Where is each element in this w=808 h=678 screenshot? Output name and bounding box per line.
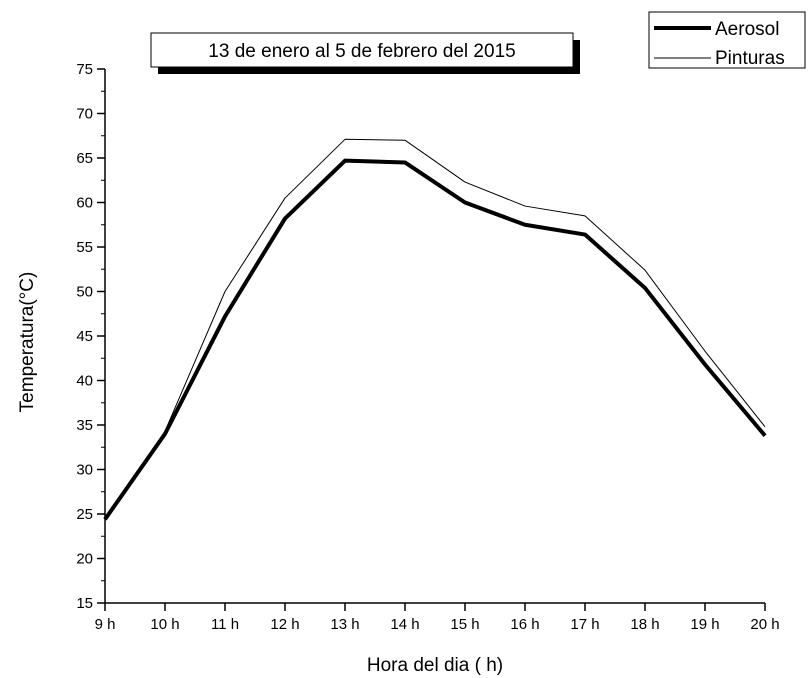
y-tick-label: 30 xyxy=(76,462,93,479)
plot-area xyxy=(103,138,767,521)
series-line-aerosol xyxy=(103,158,767,521)
x-tick-label: 15 h xyxy=(450,616,479,633)
y-tick-label: 40 xyxy=(76,373,93,390)
y-tick-label: 70 xyxy=(76,106,93,123)
x-tick-label: 12 h xyxy=(270,616,299,633)
chart-title: 13 de enero al 5 de febrero del 2015 xyxy=(208,41,515,62)
x-axis-ticks: 9 h 10 h 11 h 12 h 13 h 14 h 15 h 16 h 17 h 18 h 1… xyxy=(95,603,780,633)
y-axis-ticks: 15 20 25 30 35 40 45 50 55 60 65 70 75 xyxy=(76,61,105,612)
y-axis-title: Temperatura(°C) xyxy=(17,272,38,413)
legend-label-aerosol: Aerosol xyxy=(715,19,779,40)
legend: Aerosol Pinturas xyxy=(648,11,806,69)
x-tick-label: 10 h xyxy=(150,616,179,633)
x-tick-label: 16 h xyxy=(510,616,539,633)
y-tick-label: 50 xyxy=(76,284,93,301)
x-tick-label: 19 h xyxy=(690,616,719,633)
y-tick-label: 15 xyxy=(76,595,93,612)
y-tick-label: 60 xyxy=(76,195,93,212)
x-tick-label: 11 h xyxy=(211,616,239,633)
y-tick-label: 25 xyxy=(76,506,93,523)
y-tick-label: 55 xyxy=(76,239,93,256)
x-tick-label: 13 h xyxy=(330,616,359,633)
x-tick-label: 17 h xyxy=(570,616,599,633)
x-axis-title: Hora del dia ( h) xyxy=(367,655,503,676)
axes xyxy=(104,69,765,604)
x-tick-label: 18 h xyxy=(630,616,659,633)
legend-label-pinturas: Pinturas xyxy=(715,48,785,69)
y-tick-label: 75 xyxy=(76,61,93,78)
y-tick-label: 65 xyxy=(76,150,93,167)
chart-title-box: 13 de enero al 5 de febrero del 2015 xyxy=(150,32,580,74)
y-tick-label: 45 xyxy=(76,328,93,345)
x-tick-label: 20 h xyxy=(750,616,779,633)
x-tick-label: 14 h xyxy=(390,616,419,633)
x-tick-label: 9 h xyxy=(95,616,116,633)
series-line-pinturas xyxy=(104,138,766,520)
y-tick-label: 20 xyxy=(76,551,93,568)
y-tick-label: 35 xyxy=(76,417,93,434)
